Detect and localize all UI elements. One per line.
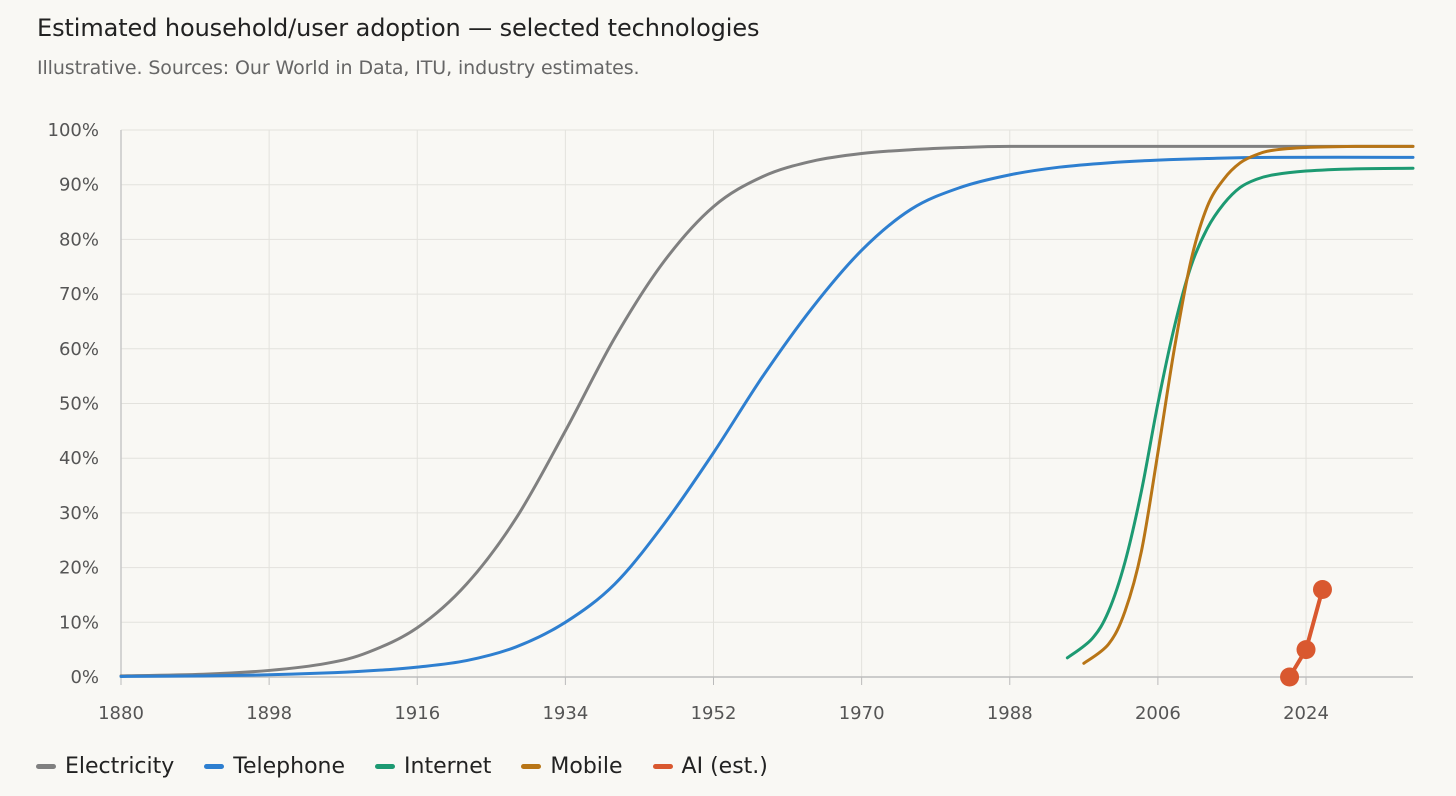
legend-swatch [36, 764, 56, 769]
legend-swatch [375, 764, 396, 769]
series-points [1280, 579, 1332, 687]
legend-item-internet[interactable]: Internet [375, 754, 491, 779]
x-tick-label: 2024 [1283, 703, 1329, 724]
legend-item-electricity[interactable]: Electricity [36, 754, 174, 779]
y-tick-label: 60% [59, 339, 99, 360]
legend-swatch [204, 764, 225, 769]
legend-label: Telephone [233, 754, 346, 779]
data-point-ai-est [1312, 579, 1332, 599]
x-tick-label: 1952 [691, 703, 737, 724]
chart-title: Estimated household/user adoption — sele… [37, 14, 760, 42]
legend-label: Internet [404, 754, 492, 779]
y-tick-label: 10% [59, 612, 99, 633]
legend: Electricity Telephone Internet Mobile AI… [36, 754, 768, 779]
x-tick-label: 1934 [542, 703, 588, 724]
y-tick-label: 20% [59, 558, 99, 579]
tick-labels: 0% 10% 20% 30% 40% 50% 60% 70% 80% 90% 100% 1880 189… [48, 120, 1329, 724]
legend-label: Mobile [550, 754, 623, 779]
legend-label: AI (est.) [681, 754, 768, 779]
chart-subtitle: Illustrative. Sources: Our World in Data… [37, 57, 640, 79]
axes [120, 130, 1413, 685]
y-tick-label: 30% [59, 503, 99, 524]
series-line-telephone [119, 155, 1415, 678]
y-tick-label: 80% [59, 229, 99, 250]
y-tick-label: 100% [48, 120, 99, 141]
series-line-electricity [119, 144, 1415, 678]
data-point-ai-est [1280, 667, 1300, 687]
y-tick-label: 40% [59, 448, 99, 469]
y-tick-label: 0% [70, 667, 99, 688]
y-tick-label: 50% [59, 394, 99, 415]
legend-swatch [652, 764, 673, 769]
series-lines [119, 144, 1415, 679]
series-line-mobile [1082, 144, 1415, 665]
y-tick-label: 70% [59, 284, 99, 305]
legend-item-ai[interactable]: AI (est.) [652, 754, 768, 779]
y-tick-label: 90% [59, 175, 99, 196]
x-tick-label: 1916 [394, 703, 440, 724]
legend-label: Electricity [65, 754, 175, 779]
legend-item-mobile[interactable]: Mobile [521, 754, 623, 779]
x-tick-label: 1898 [246, 703, 292, 724]
series-line-internet [1065, 166, 1415, 660]
legend-item-telephone[interactable]: Telephone [204, 754, 345, 779]
x-tick-label: 1988 [987, 703, 1033, 724]
data-point-ai-est [1296, 640, 1316, 660]
x-tick-label: 1880 [98, 703, 144, 724]
x-tick-label: 1970 [839, 703, 885, 724]
x-tick-label: 2006 [1135, 703, 1181, 724]
legend-swatch [521, 764, 542, 769]
